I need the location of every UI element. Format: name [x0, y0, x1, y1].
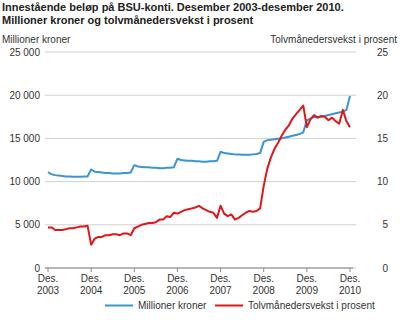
- x-tick: [350, 268, 351, 272]
- x-tick: [177, 268, 178, 272]
- x-tick-label-line: Des.: [81, 273, 102, 284]
- x-tick-label-line: 2003: [37, 285, 60, 296]
- x-tick-label-line: Des.: [124, 273, 145, 284]
- x-tick-label: Des.2009: [296, 273, 319, 296]
- y2-tick: [353, 95, 356, 96]
- y-tick-label: 20 000: [9, 90, 40, 101]
- grid-line: [45, 95, 353, 96]
- grid-line: [45, 224, 353, 225]
- x-tick-label: Des.2008: [253, 273, 276, 296]
- x-tick: [220, 268, 221, 272]
- x-tick-label-line: 2004: [80, 285, 103, 296]
- x-tick-label: Des.2003: [37, 273, 60, 296]
- legend-label: Millioner kroner: [138, 300, 207, 311]
- legend-swatch: [105, 305, 133, 307]
- x-tick-label-line: Des.: [297, 273, 318, 284]
- y2-tick-label: 10: [377, 176, 389, 187]
- y2-tick: [353, 181, 356, 182]
- line-series: [48, 106, 350, 245]
- x-tick: [91, 268, 92, 272]
- y2-tick-label: 0: [382, 263, 388, 274]
- x-tick-label-line: Des.: [210, 273, 231, 284]
- y-tick-label: 0: [34, 263, 40, 274]
- x-tick-label-line: 2010: [339, 285, 362, 296]
- grid-line: [45, 52, 353, 53]
- x-tick-label-line: Des.: [340, 273, 361, 284]
- y2-tick-label: 25: [377, 47, 389, 58]
- x-tick-label: Des.2004: [80, 273, 103, 296]
- x-tick-label-line: Des.: [253, 273, 274, 284]
- grid-line: [45, 138, 353, 139]
- y2-tick-label: 20: [377, 90, 389, 101]
- y2-tick: [353, 52, 356, 53]
- title: Innestående beløp på BSU-konti. Desember…: [2, 1, 344, 13]
- x-tick-label-line: 2005: [123, 285, 146, 296]
- y-tick-label: 25 000: [9, 47, 40, 58]
- legend-label: Tolvmånedersvekst i prosent: [248, 300, 375, 311]
- x-tick-label: Des.2006: [166, 273, 189, 296]
- subtitle: Millioner kroner og tolvmånedersvekst i …: [2, 14, 254, 26]
- x-tick-label-line: 2007: [209, 285, 232, 296]
- y2-tick: [353, 268, 356, 269]
- x-tick-label-line: Des.: [38, 273, 59, 284]
- y2-tick: [353, 138, 356, 139]
- x-tick-label-line: 2006: [166, 285, 189, 296]
- chart: Innestående beløp på BSU-konti. Desember…: [0, 0, 400, 320]
- x-tick-label-line: 2008: [253, 285, 276, 296]
- legend-swatch: [215, 305, 243, 307]
- x-tick-label-line: 2009: [296, 285, 319, 296]
- x-tick: [263, 268, 264, 272]
- y-tick-label: 5 000: [15, 219, 40, 230]
- x-tick-label: Des.2007: [209, 273, 232, 296]
- y2-tick: [353, 224, 356, 225]
- x-tick-label-line: Des.: [167, 273, 188, 284]
- x-tick-label: Des.2005: [123, 273, 146, 296]
- y-tick-label: 10 000: [9, 176, 40, 187]
- x-tick: [134, 268, 135, 272]
- x-tick: [306, 268, 307, 272]
- y2-tick-label: 15: [377, 133, 389, 144]
- y-tick-label: 15 000: [9, 133, 40, 144]
- x-tick: [48, 268, 49, 272]
- x-tick-label: Des.2010: [339, 273, 362, 296]
- y-axis-title: Millioner kroner: [2, 34, 71, 45]
- plot-area: [48, 96, 350, 245]
- y2-tick-label: 5: [382, 219, 388, 230]
- y2-axis-title: Tolvmånedersvekst i prosent: [270, 34, 397, 45]
- grid-line: [45, 181, 353, 182]
